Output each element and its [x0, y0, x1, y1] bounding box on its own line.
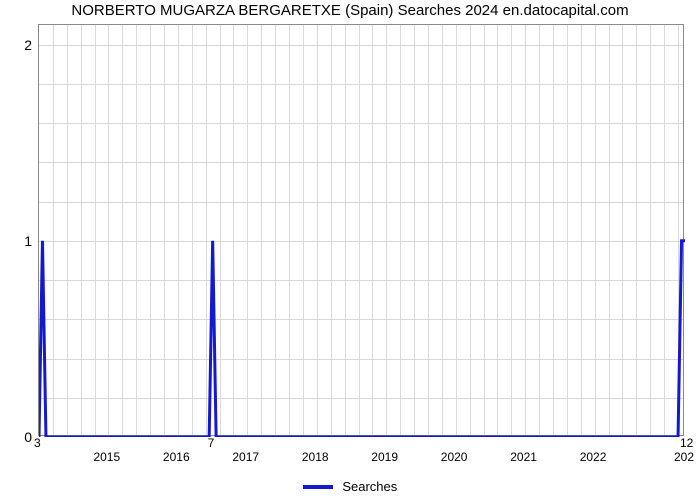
- x-tick-label: 2018: [302, 450, 329, 464]
- baseline-annotation: 7: [208, 436, 215, 450]
- chart-root: { "chart": { "type": "line", "title": "N…: [0, 0, 700, 500]
- baseline-annotation: 3: [34, 436, 41, 450]
- x-tick-label: 2022: [580, 450, 607, 464]
- chart-title: NORBERTO MUGARZA BERGARETXE (Spain) Sear…: [0, 2, 700, 19]
- x-tick-label-clipped: 202: [674, 450, 694, 464]
- x-tick-label: 2020: [441, 450, 468, 464]
- y-tick-label: 0: [24, 429, 32, 445]
- x-tick-label: 2021: [510, 450, 537, 464]
- y-tick-label: 2: [24, 37, 32, 53]
- legend-swatch: [303, 485, 333, 489]
- series-line-searches: [39, 241, 685, 437]
- plot-area: [38, 24, 684, 436]
- x-tick-label: 2015: [93, 450, 120, 464]
- y-tick-label: 1: [24, 233, 32, 249]
- series-svg: [39, 25, 685, 437]
- x-tick-label: 2019: [371, 450, 398, 464]
- x-tick-label: 2016: [163, 450, 190, 464]
- x-tick-label: 2017: [232, 450, 259, 464]
- legend-label: Searches: [342, 479, 397, 494]
- chart-legend: Searches: [0, 478, 700, 494]
- baseline-annotation: 12: [680, 436, 693, 450]
